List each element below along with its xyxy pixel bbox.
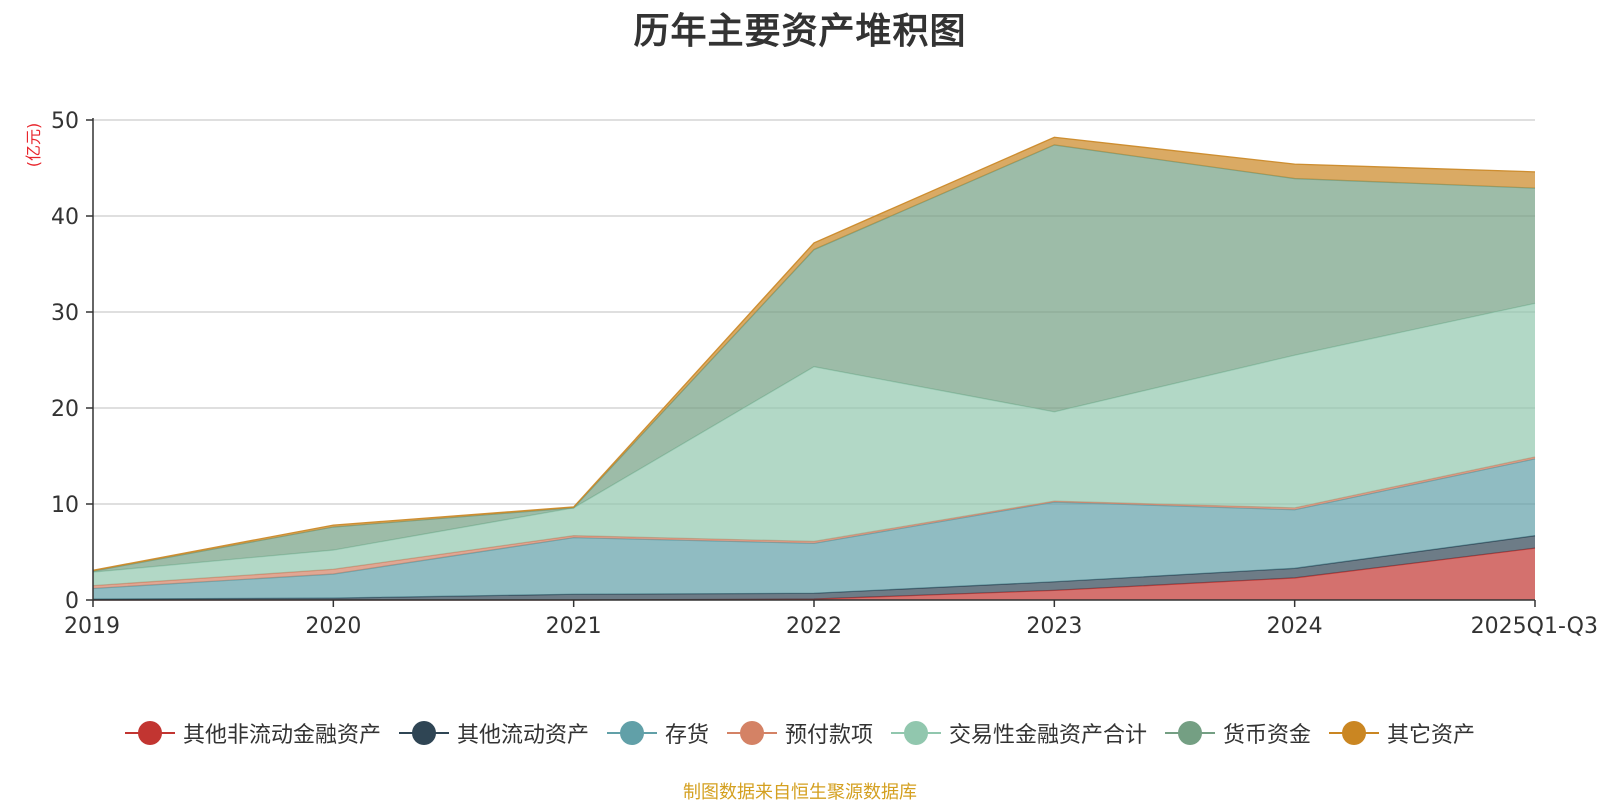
area-series-3: [93, 456, 1535, 589]
area-series-1: [93, 535, 1535, 600]
x-tick-label: 2023: [1026, 614, 1082, 639]
legend-item[interactable]: 其他流动资产: [398, 717, 589, 749]
legend-label: 交易性金融资产合计: [949, 723, 1148, 748]
axes: 0 10 20 30 40 50 2019 2020 2021 2022 2023 2024 2025Q…: [51, 109, 1598, 639]
legend-dot-icon: [1178, 721, 1203, 745]
x-tick-label: 2022: [786, 614, 842, 639]
legend-dot-icon: [411, 721, 436, 745]
legend-item[interactable]: 其它资产: [1329, 717, 1475, 749]
legend-marker-icon: [1165, 720, 1216, 746]
y-tick-label: 30: [51, 301, 79, 326]
x-tick-label: 2019: [64, 614, 120, 639]
legend-dot-icon: [137, 721, 162, 745]
x-tick-label: 2024: [1267, 614, 1323, 639]
legend-item[interactable]: 存货: [606, 717, 709, 749]
legend-label: 货币资金: [1223, 723, 1312, 748]
legend-label: 其他非流动金融资产: [182, 723, 381, 748]
y-tick-label: 0: [65, 589, 79, 614]
legend-item[interactable]: 货币资金: [1165, 717, 1311, 749]
series-areas: [92, 136, 1536, 601]
legend-dot-icon: [739, 721, 764, 745]
legend-marker-icon: [606, 720, 657, 746]
legend-item[interactable]: 其他非流动金融资产: [124, 717, 381, 749]
area-series-0: [93, 548, 1535, 600]
legend-dot-icon: [1342, 721, 1367, 745]
legend-label: 其他流动资产: [456, 723, 589, 748]
x-tick-label: 2021: [546, 614, 602, 639]
series-line-6: [92, 136, 1536, 571]
y-tick-label: 10: [51, 493, 79, 518]
y-tick-label: 20: [51, 397, 79, 422]
chart-title: 历年主要资产堆积图: [633, 11, 967, 52]
y-tick-label: 40: [51, 205, 79, 230]
legend-marker-icon: [891, 720, 941, 746]
legend-marker-icon: [398, 720, 449, 746]
legend-item[interactable]: 预付款项: [726, 717, 873, 749]
x-tick-label: 2025Q1-Q3: [1471, 614, 1598, 639]
legend-item[interactable]: 交易性金融资产合计: [891, 717, 1147, 749]
legend-marker-icon: [726, 720, 777, 746]
area-series-2: [93, 458, 1535, 600]
x-tick-label: 2020: [305, 614, 361, 639]
source-note: 制图数据来自恒生聚源数据库: [683, 782, 917, 803]
legend: 其他非流动金融资产 其他流动资产 存货 预付款项 交易性金融资产合计 货币资金 其它资产: [0, 717, 1600, 749]
legend-label: 存货: [664, 723, 709, 748]
area-series-4: [93, 303, 1535, 586]
area-series-6: [93, 137, 1535, 572]
legend-label: 预付款项: [784, 723, 873, 748]
legend-marker-icon: [1329, 720, 1380, 746]
y-tick-label: 50: [51, 109, 79, 134]
area-series-5: [93, 144, 1535, 573]
legend-label: 其它资产: [1387, 723, 1476, 748]
legend-marker-icon: [124, 720, 175, 746]
legend-dot-icon: [619, 721, 644, 745]
legend-dot-icon: [904, 721, 928, 745]
